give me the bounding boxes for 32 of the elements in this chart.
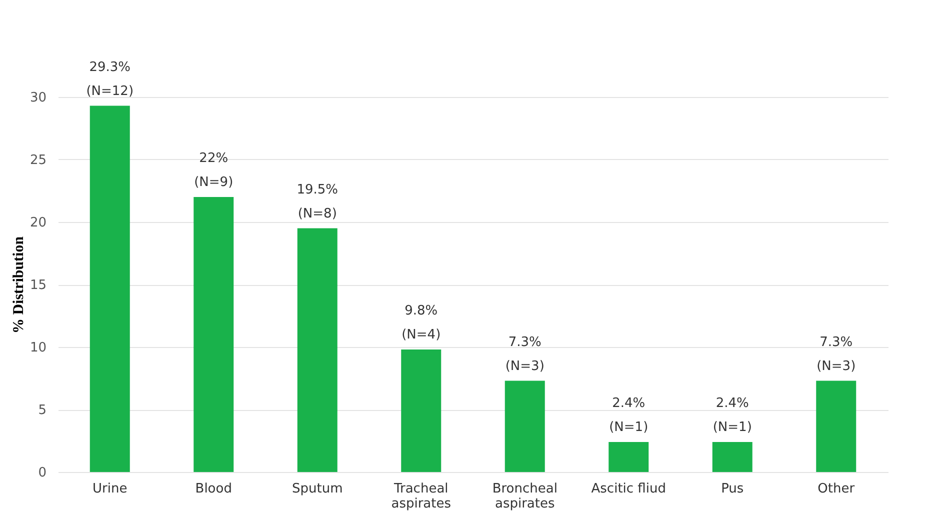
x-tick-label: Other bbox=[818, 482, 856, 496]
y-tick-label: 15 bbox=[30, 278, 46, 293]
x-tick-label: Urine bbox=[92, 482, 128, 496]
data-label: 2.4% (N=1) bbox=[712, 396, 752, 435]
data-label: 7.3% (N=3) bbox=[816, 334, 856, 374]
data-label: 9.8% (N=4) bbox=[402, 304, 441, 342]
y-tick-label: 10 bbox=[30, 340, 46, 356]
data-label: 2.4% (N=1) bbox=[609, 396, 648, 435]
bar bbox=[816, 380, 856, 472]
bar bbox=[297, 228, 338, 472]
x-tick-label: Pus bbox=[721, 482, 744, 496]
bar bbox=[194, 197, 234, 472]
bar bbox=[608, 442, 649, 472]
data-label: 7.3% (N=3) bbox=[505, 334, 544, 374]
x-tick-label: Tracheal aspirates bbox=[391, 482, 452, 512]
bar bbox=[712, 442, 752, 472]
bar bbox=[90, 106, 130, 472]
y-tick-label: 20 bbox=[30, 216, 46, 230]
x-tick-label: Sputum bbox=[292, 482, 343, 496]
y-tick-label: 25 bbox=[30, 153, 46, 168]
y-axis-title: % Distribution bbox=[10, 236, 27, 334]
data-label: 29.3% (N=12) bbox=[86, 60, 134, 99]
data-label: 22% (N=9) bbox=[194, 151, 234, 190]
x-tick-label: Blood bbox=[195, 482, 232, 496]
x-tick-label: Ascitic fliud bbox=[591, 482, 666, 496]
y-tick-label: 5 bbox=[38, 403, 46, 418]
x-tick-label: Broncheal aspirates bbox=[492, 482, 558, 512]
y-tick-label: 0 bbox=[38, 466, 46, 480]
bar bbox=[401, 350, 442, 472]
y-tick-label: 30 bbox=[30, 90, 46, 106]
bar bbox=[504, 380, 545, 472]
data-label: 19.5% (N=8) bbox=[296, 182, 338, 222]
